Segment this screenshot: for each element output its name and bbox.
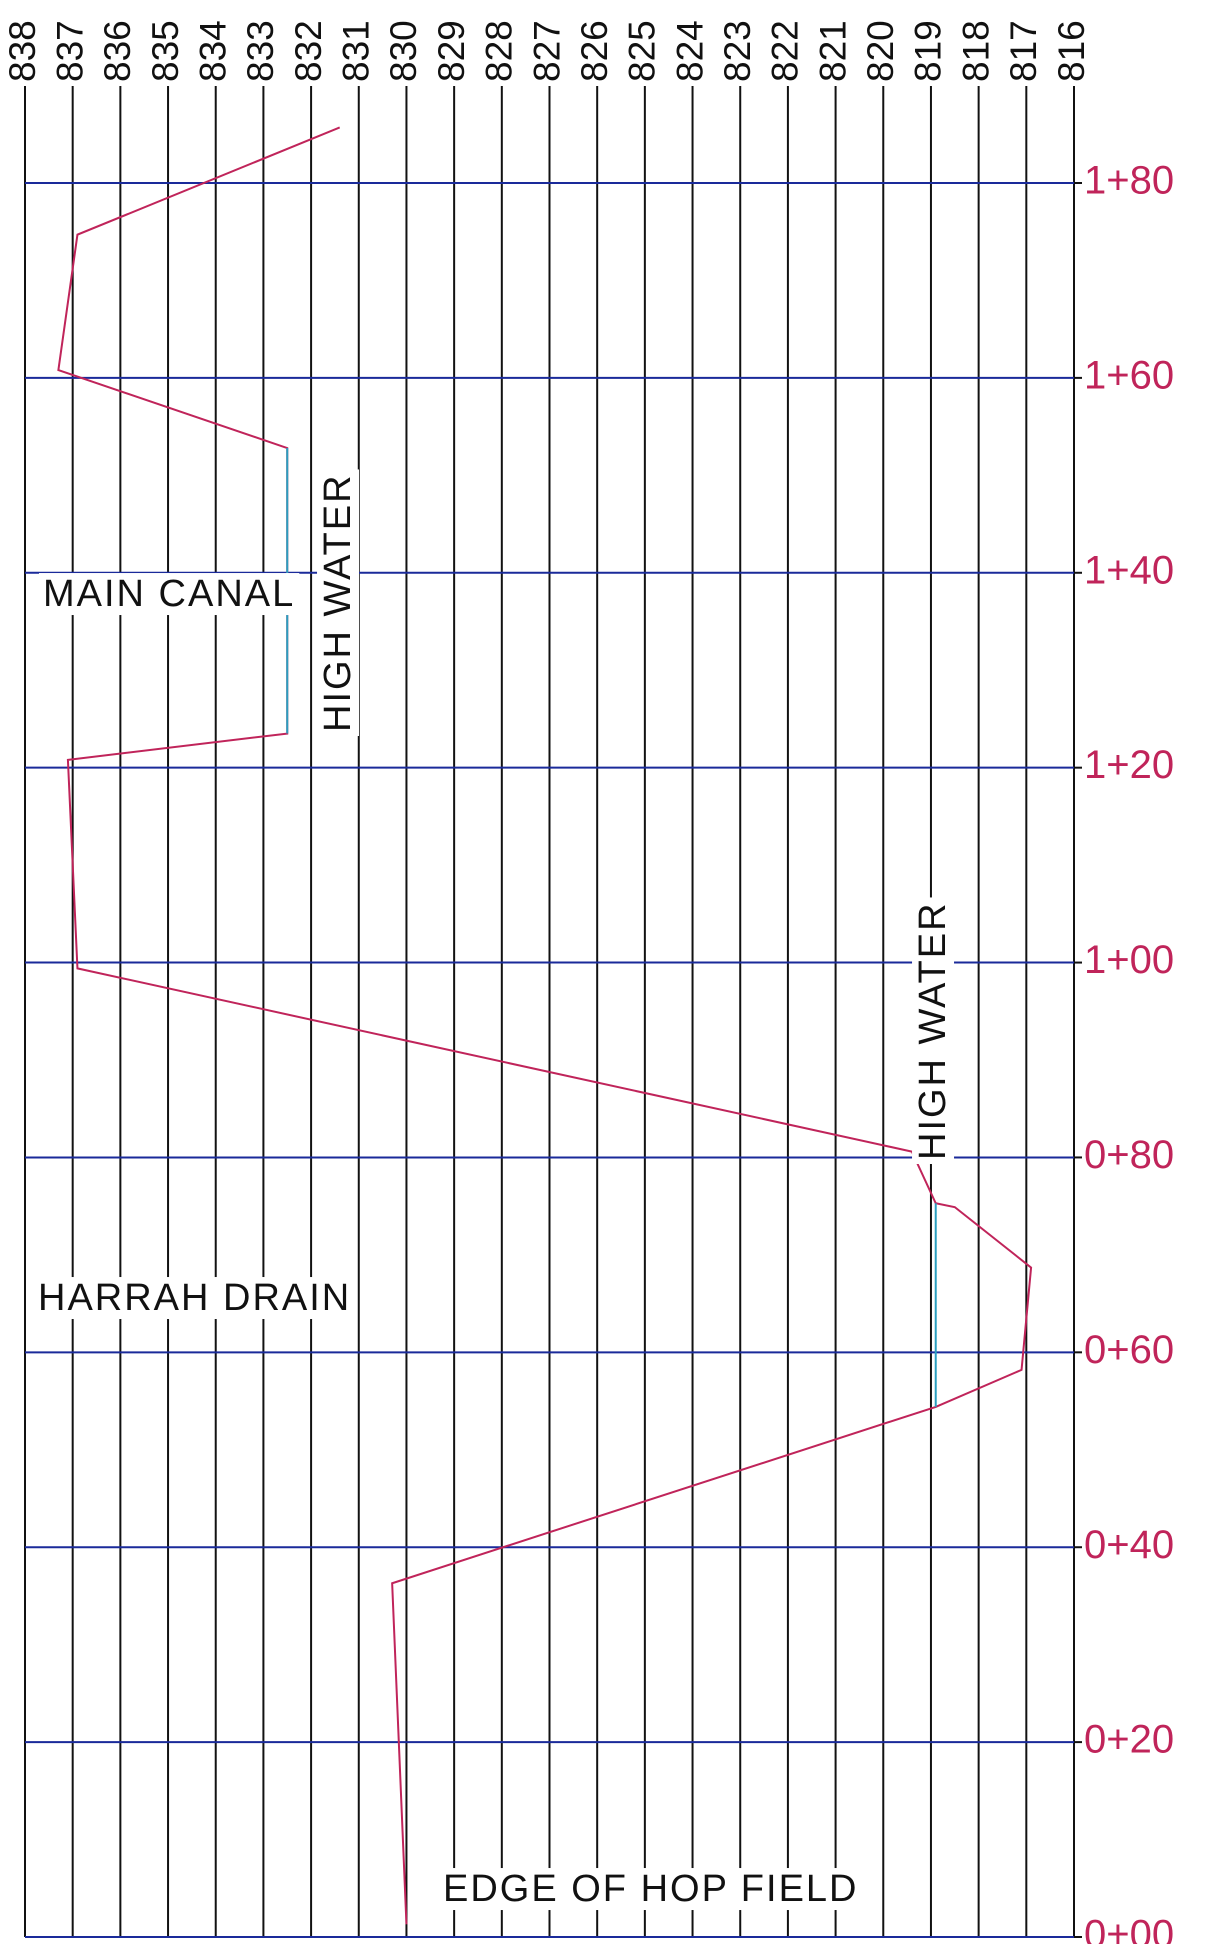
y-tick-label: 0+80: [1084, 1133, 1174, 1177]
x-tick-label: 821: [812, 20, 853, 82]
x-tick-label: 822: [765, 20, 806, 82]
label-background: [34, 1277, 356, 1320]
x-tick-label: 818: [955, 20, 996, 82]
x-tick-label: 834: [193, 20, 234, 82]
x-tick-label: 838: [2, 20, 43, 82]
x-tick-label: 833: [240, 20, 281, 82]
x-tick-label: 820: [860, 20, 901, 82]
annotation: HIGH WATER: [317, 473, 359, 732]
x-tick-label: 825: [622, 20, 663, 82]
y-tick-label: 1+40: [1084, 548, 1174, 592]
x-tick-label: 827: [526, 20, 567, 82]
label-background: [912, 897, 955, 1164]
x-tick-label: 837: [49, 20, 90, 82]
y-tick-label: 0+60: [1084, 1328, 1174, 1372]
label-background: [39, 573, 300, 616]
x-tick-label: 831: [336, 20, 377, 82]
x-tick-label: 832: [288, 20, 329, 82]
x-tick-label: 836: [97, 20, 138, 82]
label-background: [317, 469, 360, 736]
x-tick-label: 816: [1051, 20, 1092, 82]
x-tick-label: 828: [479, 20, 520, 82]
y-tick-label: 1+60: [1084, 353, 1174, 397]
y-tick-label: 0+00: [1084, 1913, 1174, 1944]
x-tick-label: 826: [574, 20, 615, 82]
annotation: EDGE OF HOP FIELD: [443, 1868, 858, 1910]
y-tick-label: 1+00: [1084, 938, 1174, 982]
annotation: HARRAH DRAIN: [38, 1277, 351, 1319]
x-tick-label: 819: [908, 20, 949, 82]
x-tick-label: 824: [669, 20, 710, 82]
x-tick-label: 830: [383, 20, 424, 82]
annotation: HIGH WATER: [912, 901, 954, 1160]
label-background: [439, 1868, 863, 1911]
ground-profile: [57, 126, 1033, 1925]
x-tick-label: 829: [431, 20, 472, 82]
y-tick-label: 1+80: [1084, 159, 1174, 203]
y-tick-label: 0+20: [1084, 1718, 1174, 1762]
x-tick-label: 817: [1003, 20, 1044, 82]
x-tick-label: 823: [717, 20, 758, 82]
x-tick-label: 835: [145, 20, 186, 82]
y-tick-label: 1+20: [1084, 743, 1174, 787]
annotation: MAIN CANAL: [43, 573, 295, 615]
y-tick-label: 0+40: [1084, 1523, 1174, 1567]
